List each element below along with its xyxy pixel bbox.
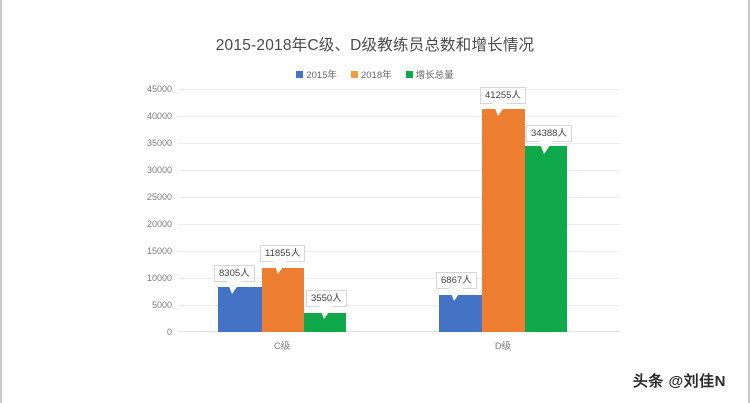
gridline [178,305,620,306]
gridline [178,143,620,144]
chart-container: 2015-2018年C级、D级教练员总数和增长情况 2015年 2018年 增长… [2,0,748,360]
legend-label-2018: 2018年 [360,70,392,81]
callout-pointer [273,261,287,274]
watermark: 头条 @刘佳N [632,373,726,390]
x-tick-label-d: D级 [494,341,512,352]
y-tick: 35000 [146,138,172,148]
callout-pointer [539,141,553,154]
data-label-text: 11855人 [265,248,301,259]
legend-swatch-2015 [296,70,304,78]
bar-d-2015[interactable] [439,294,482,332]
data-label-d-2018: 41255人 [480,87,526,116]
legend-item-growth[interactable]: 增长总量 [405,67,454,81]
y-tick: 25000 [146,192,172,202]
legend-item-2015[interactable]: 2015年 [296,67,337,81]
bar-d-growth[interactable] [525,146,567,332]
y-tick: 10000 [146,273,172,283]
data-label-text: 8305人 [219,268,250,279]
callout-pointer [319,306,333,319]
gridline [178,224,620,225]
callout-pointer [493,103,507,116]
data-label-text: 41255人 [485,90,521,101]
data-label-d-2015: 6867人 [436,272,477,301]
chart-title: 2015-2018年C级、D级教练员总数和增长情况 [215,37,535,54]
chart-legend: 2015年 2018年 增长总量 [2,67,748,81]
y-tick: 5000 [151,300,172,310]
y-tick: 40000 [146,111,172,121]
legend-swatch-2018 [350,70,358,78]
legend-swatch-growth [405,70,413,78]
y-tick: 45000 [146,84,172,94]
bar-c-2015[interactable] [218,287,262,332]
axis-baseline [178,331,620,332]
x-axis: C级 D级 [178,338,620,354]
plot-area: 8305人 11855人 3550人 6867人 41255人 34388人 [178,87,620,332]
y-tick: 15000 [146,246,172,256]
y-axis: 45000 40000 35000 30000 25000 20000 1500… [130,84,172,337]
gridline [178,197,620,198]
y-tick: 30000 [146,165,172,175]
legend-item-2018[interactable]: 2018年 [350,67,392,81]
data-label-c-growth: 3550人 [306,290,347,319]
callout-pointer [227,281,241,294]
data-label-text: 6867人 [441,275,472,286]
gridline [178,278,620,279]
bar-c-2018[interactable] [262,268,304,332]
gridline [178,170,620,171]
x-tick-label-c: C级 [273,341,291,352]
legend-label-growth: 增长总量 [415,70,454,81]
gridline [178,251,620,252]
callout-pointer [449,288,463,301]
bar-c-growth[interactable] [304,312,346,332]
gridline [178,116,620,117]
data-label-text: 3550人 [311,293,342,304]
y-tick: 0 [166,327,172,337]
data-label-c-2015: 8305人 [214,265,255,294]
y-tick: 20000 [146,219,172,229]
data-label-c-2018: 11855人 [260,245,306,274]
legend-label-2015: 2015年 [306,70,337,81]
data-label-d-growth: 34388人 [526,125,572,154]
data-label-text: 34388人 [531,128,567,139]
gridline [178,89,620,90]
bar-d-2018[interactable] [482,109,525,332]
